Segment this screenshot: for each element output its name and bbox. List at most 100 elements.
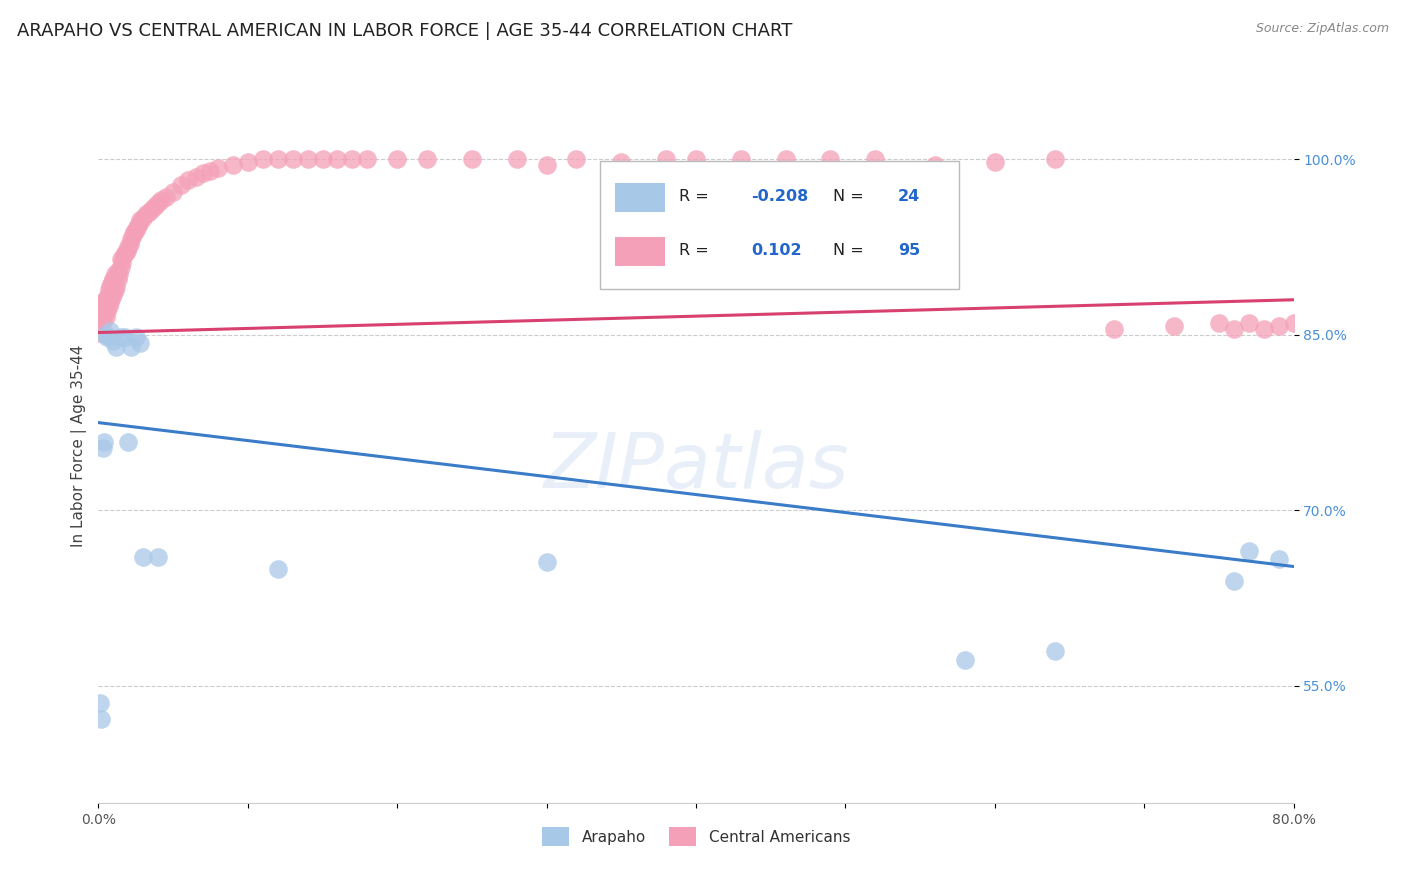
- Point: [128, 217, 150, 231]
- Point: [132, 550, 155, 565]
- Point: [107, 263, 129, 277]
- Point: [141, 202, 163, 216]
- Point: [107, 271, 129, 285]
- Point: [1298, 322, 1320, 336]
- Point: [121, 228, 143, 243]
- Point: [143, 199, 166, 213]
- Point: [117, 435, 139, 450]
- Point: [865, 153, 887, 167]
- Point: [177, 173, 200, 187]
- Point: [110, 260, 132, 274]
- Point: [115, 244, 138, 258]
- Point: [112, 248, 135, 262]
- Point: [111, 255, 134, 269]
- Point: [96, 304, 118, 318]
- Point: [1223, 322, 1246, 336]
- Point: [461, 153, 484, 167]
- Point: [110, 252, 132, 266]
- Point: [953, 653, 976, 667]
- Point: [94, 310, 117, 325]
- Point: [984, 154, 1007, 169]
- Point: [162, 185, 184, 199]
- Point: [101, 290, 124, 304]
- Point: [135, 207, 157, 221]
- Point: [924, 158, 946, 172]
- Point: [1163, 318, 1185, 333]
- Point: [89, 316, 111, 330]
- Point: [184, 169, 207, 184]
- Point: [120, 232, 142, 246]
- Text: ARAPAHO VS CENTRAL AMERICAN IN LABOR FORCE | AGE 35-44 CORRELATION CHART: ARAPAHO VS CENTRAL AMERICAN IN LABOR FOR…: [17, 22, 792, 40]
- Point: [191, 166, 214, 180]
- Point: [267, 562, 290, 576]
- Point: [1237, 544, 1260, 558]
- Point: [655, 153, 678, 167]
- Point: [297, 153, 319, 167]
- Point: [1267, 552, 1289, 566]
- Point: [98, 295, 122, 310]
- Point: [129, 213, 152, 227]
- Point: [148, 550, 170, 565]
- Point: [91, 442, 114, 456]
- Point: [105, 278, 128, 293]
- Point: [236, 154, 259, 169]
- Point: [565, 153, 588, 167]
- Point: [416, 153, 439, 167]
- Point: [1282, 316, 1305, 330]
- Point: [93, 307, 115, 321]
- Point: [93, 299, 115, 313]
- Point: [101, 275, 124, 289]
- Point: [326, 153, 349, 167]
- Point: [110, 330, 132, 344]
- Point: [536, 158, 558, 172]
- Point: [730, 153, 752, 167]
- Point: [311, 153, 333, 167]
- Point: [155, 190, 177, 204]
- Point: [267, 153, 290, 167]
- Point: [94, 293, 117, 307]
- Point: [90, 310, 112, 325]
- Point: [103, 287, 125, 301]
- Point: [125, 330, 148, 344]
- Point: [1208, 316, 1230, 330]
- Point: [91, 304, 114, 318]
- Point: [200, 164, 222, 178]
- Point: [120, 340, 142, 354]
- Point: [98, 278, 122, 293]
- Point: [108, 267, 131, 281]
- Y-axis label: In Labor Force | Age 35-44: In Labor Force | Age 35-44: [72, 345, 87, 547]
- Point: [90, 712, 112, 726]
- Point: [222, 158, 245, 172]
- Point: [90, 318, 112, 333]
- Point: [117, 240, 139, 254]
- Point: [1312, 318, 1334, 333]
- Point: [118, 236, 141, 251]
- Point: [96, 290, 118, 304]
- Point: [207, 161, 229, 175]
- Point: [96, 330, 118, 344]
- Legend: Arapaho, Central Americans: Arapaho, Central Americans: [536, 822, 856, 852]
- Point: [148, 195, 170, 210]
- Point: [89, 697, 111, 711]
- Point: [103, 334, 125, 348]
- Point: [169, 178, 191, 193]
- Point: [1043, 644, 1066, 658]
- Point: [1043, 153, 1066, 167]
- Point: [536, 555, 558, 569]
- Point: [132, 211, 155, 225]
- Point: [342, 153, 364, 167]
- Point: [1327, 316, 1350, 330]
- Text: ZIPatlas: ZIPatlas: [543, 431, 849, 504]
- Point: [104, 267, 127, 281]
- Point: [506, 153, 529, 167]
- Point: [610, 154, 633, 169]
- Point: [90, 302, 112, 317]
- Point: [1237, 316, 1260, 330]
- Point: [1104, 322, 1126, 336]
- Point: [685, 153, 707, 167]
- Point: [124, 225, 146, 239]
- Point: [114, 330, 136, 344]
- Point: [1223, 574, 1246, 588]
- Point: [105, 340, 128, 354]
- Point: [1253, 322, 1275, 336]
